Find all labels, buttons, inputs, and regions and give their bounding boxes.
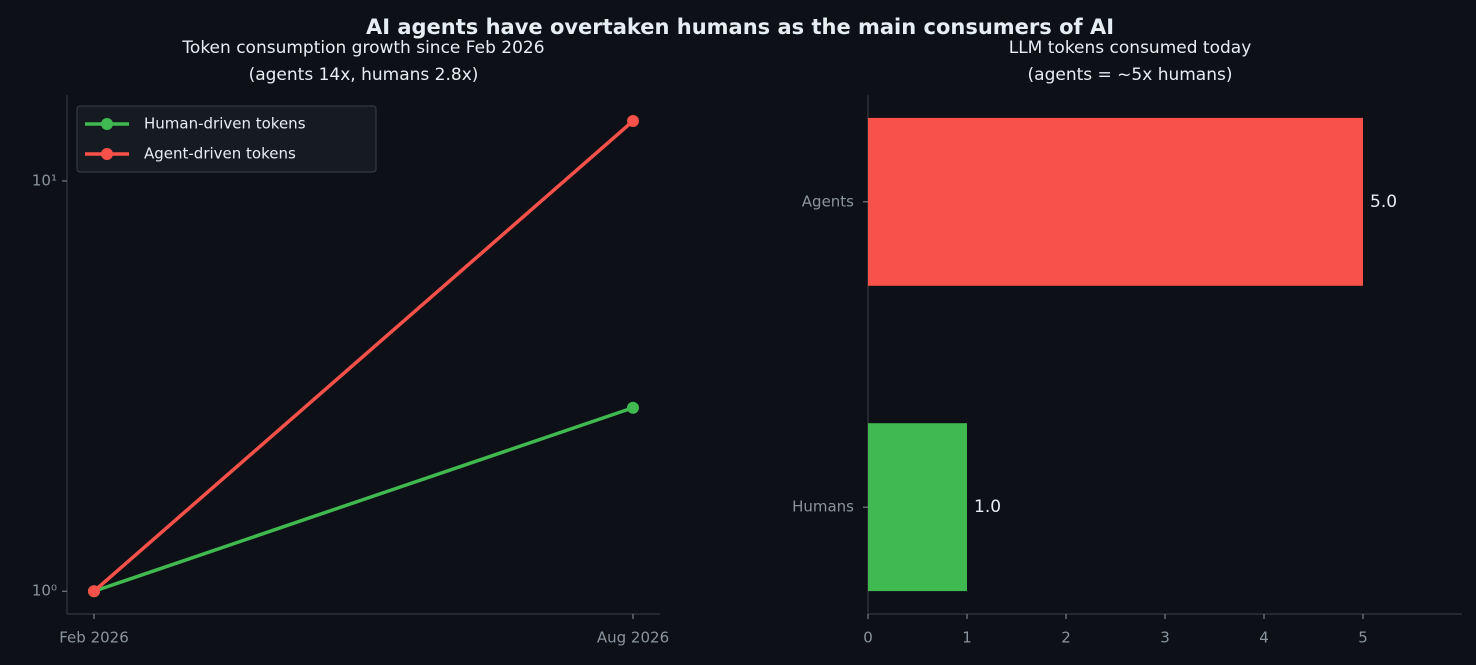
marker [627, 401, 639, 414]
suptitle: AI agents have overtaken humans as the m… [366, 15, 1114, 39]
subplot-title: LLM tokens consumed today [1009, 38, 1252, 58]
y-tick-label: Humans [792, 498, 854, 516]
x-tick-label: 3 [1160, 629, 1170, 647]
bar [868, 117, 1363, 286]
x-tick-label: 1 [962, 629, 972, 647]
x-tick-label: 4 [1259, 629, 1269, 647]
x-tick-label: Aug 2026 [597, 629, 669, 647]
bar [868, 423, 967, 592]
legend-marker [101, 148, 113, 160]
line [92, 119, 635, 593]
x-tick-label: 5 [1358, 629, 1368, 647]
marker [88, 585, 100, 598]
y-tick-label: 10⁰ [32, 582, 57, 600]
value-label: 5.0 [1370, 192, 1397, 212]
y-tick-label: 10¹ [32, 171, 57, 189]
x-tick-label: 2 [1061, 629, 1071, 647]
y-tick-label: Agents [802, 192, 854, 210]
legend-marker [101, 118, 113, 130]
line [93, 406, 634, 593]
legend-label: Human-driven tokens [144, 115, 306, 133]
subplot-title: Token consumption growth since Feb 2026 [181, 38, 544, 58]
x-tick-label: Feb 2026 [59, 629, 129, 647]
x-tick-label: 0 [863, 629, 873, 647]
legend-box [76, 105, 377, 173]
subplot-subtitle: (agents 14x, humans 2.8x) [249, 65, 479, 85]
value-label: 1.0 [974, 497, 1001, 517]
subplot-subtitle: (agents = ~5x humans) [1028, 65, 1233, 85]
marker [627, 115, 639, 128]
legend-label: Agent-driven tokens [144, 145, 296, 163]
